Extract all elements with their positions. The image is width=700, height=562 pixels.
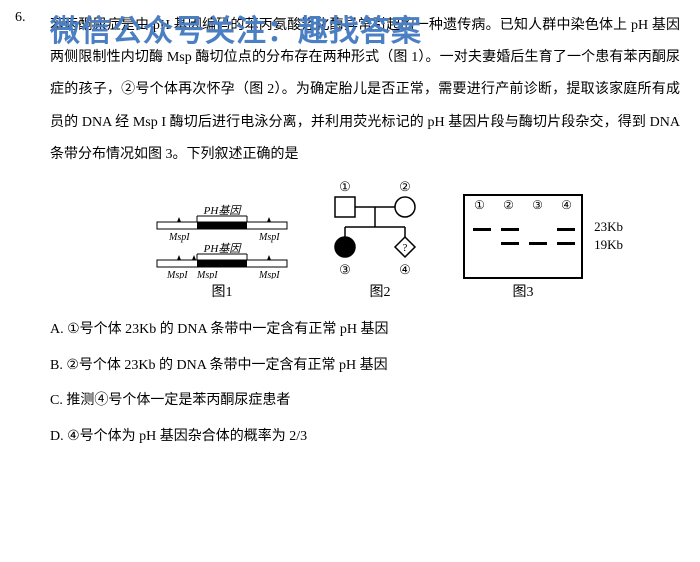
band-lane3-19 [529,242,547,245]
figure-1-caption: 图1 [212,281,233,301]
gel-size-labels: 23Kb 19Kb [594,218,623,254]
svg-text:④: ④ [399,262,411,277]
lane-id-2: ② [503,198,514,213]
gel-lanes [465,218,581,273]
band-lane2-23 [501,228,519,231]
question-number: 6. [15,10,26,26]
svg-text:MspI: MspI [166,270,188,279]
svg-text:①: ① [339,179,351,194]
option-a: A. ①号个体 23Kb 的 DNA 条带中一定含有正常 pH 基因 [50,313,680,347]
svg-text:?: ? [403,242,408,254]
question-container: 6. 苯丙酮尿症是由 pH 基因编码的苯丙氨酸羟化酶异常引起的一种遗传病。已知人… [0,0,700,465]
lane-id-4: ④ [561,198,572,213]
chromosome-diagram: PH基因 MspI MspI PH基因 Msp [147,204,297,279]
figure-1: PH基因 MspI MspI PH基因 Msp [147,204,297,301]
svg-text:③: ③ [339,262,351,277]
svg-text:MspI: MspI [168,232,190,243]
svg-text:②: ② [399,179,411,194]
option-c: C. 推测④号个体一定是苯丙酮尿症患者 [50,384,680,418]
option-d: D. ④号个体为 pH 基因杂合体的概率为 2/3 [50,420,680,454]
svg-text:PH基因: PH基因 [203,242,243,255]
svg-text:PH基因: PH基因 [203,204,243,217]
watermark-text: 微信公众号关注：趣找答案 [50,6,422,50]
lane-id-3: ③ [532,198,543,213]
gel-lane-headers: ① ② ③ ④ [465,198,581,213]
svg-text:MspI: MspI [258,270,280,279]
size-19kb: 19Kb [594,236,623,254]
gel-box: ① ② ③ ④ [463,194,583,279]
band-lane1-23 [473,228,491,231]
figure-3: ① ② ③ ④ [463,194,583,301]
band-lane2-19 [501,242,519,245]
figures-row: PH基因 MspI MspI PH基因 Msp [50,179,680,301]
size-23kb: 23Kb [594,218,623,236]
band-lane4-19 [557,242,575,245]
figure-2-caption: 图2 [370,281,391,301]
svg-text:MspI: MspI [258,232,280,243]
band-lane4-23 [557,228,575,231]
pedigree-diagram: ① ② ? ③ ④ [315,179,445,279]
figure-2: ① ② ? ③ ④ 图2 [315,179,445,301]
figure-3-caption: 图3 [513,281,534,301]
lane-id-1: ① [474,198,485,213]
option-b: B. ②号个体 23Kb 的 DNA 条带中一定含有正常 pH 基因 [50,349,680,383]
options-list: A. ①号个体 23Kb 的 DNA 条带中一定含有正常 pH 基因 B. ②号… [50,313,680,453]
svg-text:MspI: MspI [196,270,218,279]
